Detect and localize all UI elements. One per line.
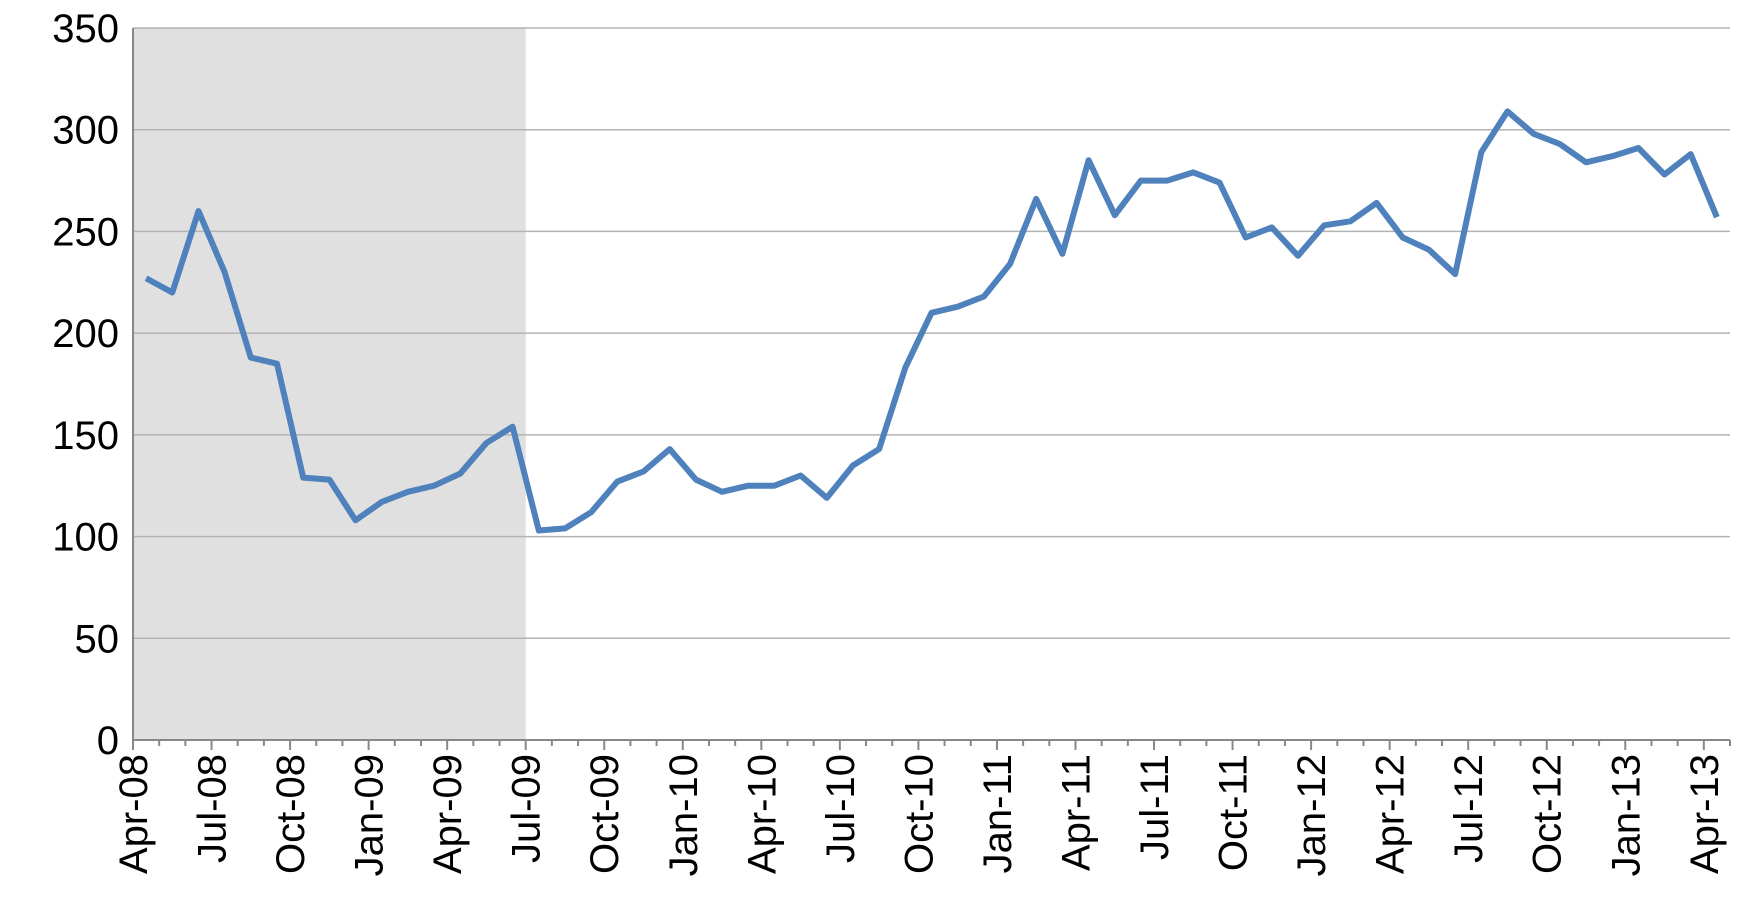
x-tick-label: Jul-10 [819,754,863,863]
y-tick-label: 150 [52,414,119,458]
y-tick-label: 100 [52,516,119,560]
y-tick-label: 0 [97,719,119,763]
x-tick-label: Apr-09 [426,754,470,874]
x-tick-label: Oct-11 [1212,754,1256,871]
data-line [144,108,1720,534]
x-tick-label: Jan-10 [662,754,706,876]
y-tick-label: 250 [52,210,119,254]
x-tick-label: Jan-09 [348,754,392,876]
x-tick-label: Jul-08 [191,754,235,863]
x-tick-label: Jul-09 [505,754,549,863]
x-tick-label: Jul-11 [1133,754,1177,860]
y-tick-label: 300 [52,109,119,153]
x-tick-label: Apr-08 [112,754,156,874]
y-tick-label: 350 [52,7,119,51]
y-tick-label: 50 [75,617,120,661]
x-tick-label: Oct-09 [583,754,627,874]
x-tick-label: Jul-12 [1447,754,1491,863]
x-tick-label: Oct-12 [1526,754,1570,874]
x-tick-label: Jan-13 [1604,754,1648,876]
x-tick-label: Jan-11 [976,754,1020,873]
y-tick-label: 200 [52,312,119,356]
shaded-period [133,28,526,740]
x-tick-label: Apr-10 [740,754,784,874]
x-tick-label: Apr-13 [1683,754,1727,874]
x-tick-label: Oct-08 [269,754,313,874]
x-tick-label: Apr-11 [1054,754,1098,871]
x-tick-label: Apr-12 [1369,754,1413,874]
x-tick-label: Jan-12 [1290,754,1334,876]
x-tick-label: Oct-10 [897,754,941,874]
